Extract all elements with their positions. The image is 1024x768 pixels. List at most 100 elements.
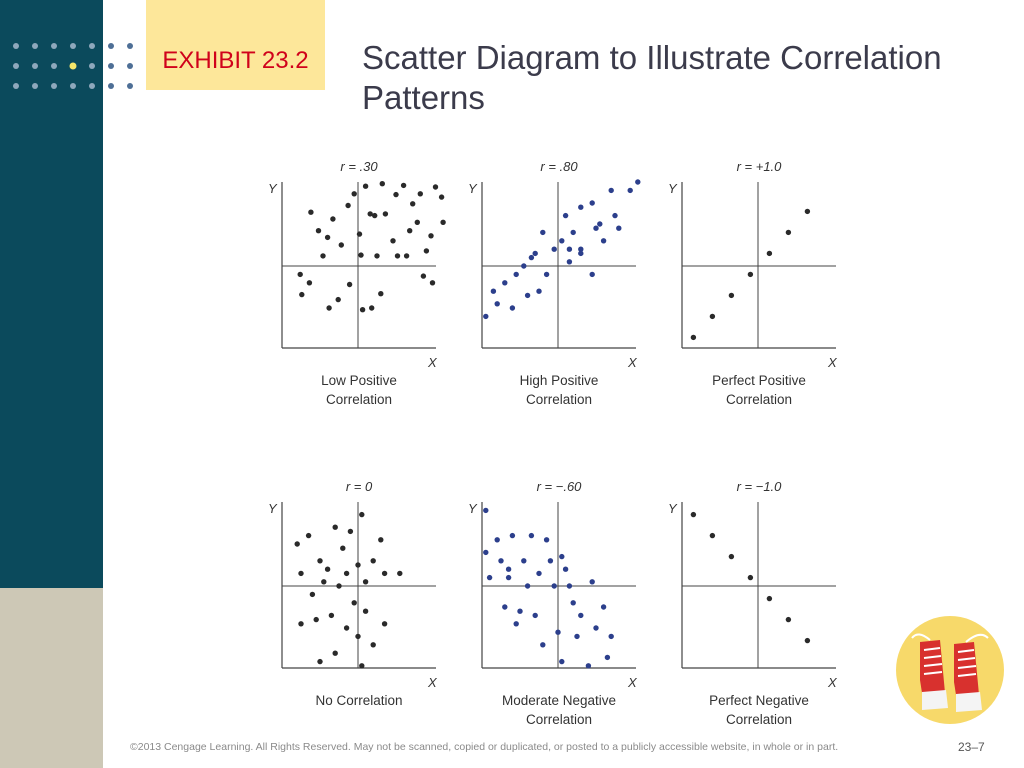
scatter-point bbox=[709, 532, 716, 539]
panel-caption: Perfect Negative bbox=[709, 693, 809, 708]
scatter-point bbox=[785, 616, 792, 623]
panel-caption: Correlation bbox=[526, 712, 592, 727]
scatter-point bbox=[420, 273, 427, 279]
scatter-point bbox=[359, 663, 365, 669]
scatter-point bbox=[521, 558, 527, 564]
y-axis-label: Y bbox=[668, 501, 678, 516]
scatter-point bbox=[486, 574, 493, 581]
r-value-label: r = 0 bbox=[346, 479, 373, 494]
scatter-point bbox=[407, 228, 413, 234]
exhibit-badge: EXHIBIT 23.2 bbox=[146, 0, 325, 90]
decorative-dot-grid bbox=[13, 43, 133, 89]
scatter-point bbox=[517, 608, 523, 614]
scatter-point bbox=[423, 248, 430, 254]
y-axis-label: Y bbox=[468, 501, 478, 516]
scatter-point bbox=[320, 253, 326, 259]
scatter-point bbox=[524, 292, 531, 299]
y-axis-label: Y bbox=[668, 181, 678, 196]
scatter-point bbox=[747, 271, 754, 278]
scatter-point bbox=[378, 537, 384, 543]
scatter-point bbox=[370, 558, 376, 564]
panel-caption: Correlation bbox=[726, 392, 792, 407]
scatter-point bbox=[362, 183, 369, 189]
scatter-point bbox=[372, 212, 378, 219]
scatter-point bbox=[400, 182, 407, 189]
x-axis-label: X bbox=[827, 355, 838, 370]
scatter-point bbox=[690, 334, 697, 341]
scatter-point bbox=[578, 250, 584, 257]
scatter-point bbox=[351, 191, 357, 197]
scatter-point bbox=[370, 642, 376, 648]
scatter-point bbox=[578, 204, 584, 210]
scatter-point bbox=[570, 600, 576, 606]
scatter-point bbox=[502, 280, 508, 286]
scatter-point bbox=[566, 583, 573, 589]
scatter-point bbox=[690, 511, 697, 518]
scatter-point bbox=[297, 271, 303, 278]
sidebar-band-light bbox=[0, 588, 103, 768]
panel-caption: Perfect Positive bbox=[712, 373, 806, 388]
scatter-point bbox=[600, 238, 607, 244]
panel-caption: Correlation bbox=[526, 392, 592, 407]
x-axis-label: X bbox=[427, 355, 438, 370]
scatter-point bbox=[326, 305, 332, 311]
scatter-point bbox=[528, 532, 535, 539]
scatter-point bbox=[369, 305, 375, 311]
scatter-point bbox=[536, 570, 542, 577]
scatter-point bbox=[346, 281, 353, 288]
scatter-point bbox=[604, 654, 611, 661]
scatter-point bbox=[299, 291, 305, 298]
scatter-point bbox=[438, 194, 445, 200]
scatter-point bbox=[306, 280, 313, 286]
scatter-point bbox=[536, 288, 542, 294]
scatter-point bbox=[483, 549, 489, 556]
scatter-point bbox=[804, 208, 811, 215]
scatter-point bbox=[490, 288, 497, 294]
scatter-point bbox=[505, 566, 512, 572]
scatter-point bbox=[347, 528, 354, 535]
sidebar-band-dark bbox=[0, 0, 103, 588]
scatter-point bbox=[578, 246, 584, 252]
y-axis-label: Y bbox=[268, 181, 278, 196]
scatter-point bbox=[562, 212, 569, 219]
scatter-point bbox=[540, 642, 546, 648]
x-axis-label: X bbox=[627, 675, 638, 690]
scatter-point bbox=[308, 209, 314, 215]
scatter-point bbox=[597, 221, 603, 227]
scatter-point bbox=[336, 583, 342, 589]
scatter-point bbox=[417, 191, 423, 197]
scatter-point bbox=[559, 658, 565, 665]
scatter-point bbox=[578, 612, 584, 619]
scatter-point bbox=[397, 570, 403, 577]
scatter-point bbox=[338, 242, 344, 248]
x-axis-label: X bbox=[427, 675, 438, 690]
scatter-point bbox=[627, 187, 633, 194]
scatter-point bbox=[635, 179, 641, 185]
scatter-point bbox=[566, 246, 573, 252]
scatter-point bbox=[766, 250, 773, 257]
scatter-point bbox=[547, 558, 554, 564]
scatter-point bbox=[509, 532, 516, 539]
scatter-point bbox=[728, 553, 735, 560]
scatter-point bbox=[562, 566, 569, 572]
panel-caption: Moderate Negative bbox=[502, 693, 616, 708]
r-value-label: r = .80 bbox=[540, 159, 578, 174]
scatter-point bbox=[600, 604, 607, 610]
scatter-point bbox=[509, 305, 516, 311]
scatter-point bbox=[343, 625, 350, 631]
scatter-point bbox=[608, 633, 614, 640]
scatter-point bbox=[483, 313, 489, 320]
scatter-point bbox=[382, 211, 389, 217]
scatter-point bbox=[728, 292, 735, 299]
scatter-point bbox=[355, 562, 361, 568]
scatter-point bbox=[483, 507, 489, 514]
scatter-point bbox=[321, 579, 327, 585]
scatter-point bbox=[394, 253, 401, 259]
scatter-point bbox=[785, 229, 792, 236]
scatter-point bbox=[589, 579, 595, 585]
scatter-point bbox=[559, 238, 565, 244]
scatter-point bbox=[804, 637, 811, 644]
scatter-point bbox=[747, 574, 754, 581]
r-value-label: r = −.60 bbox=[537, 479, 583, 494]
slide-title: Scatter Diagram to Illustrate Correlatio… bbox=[362, 39, 942, 116]
